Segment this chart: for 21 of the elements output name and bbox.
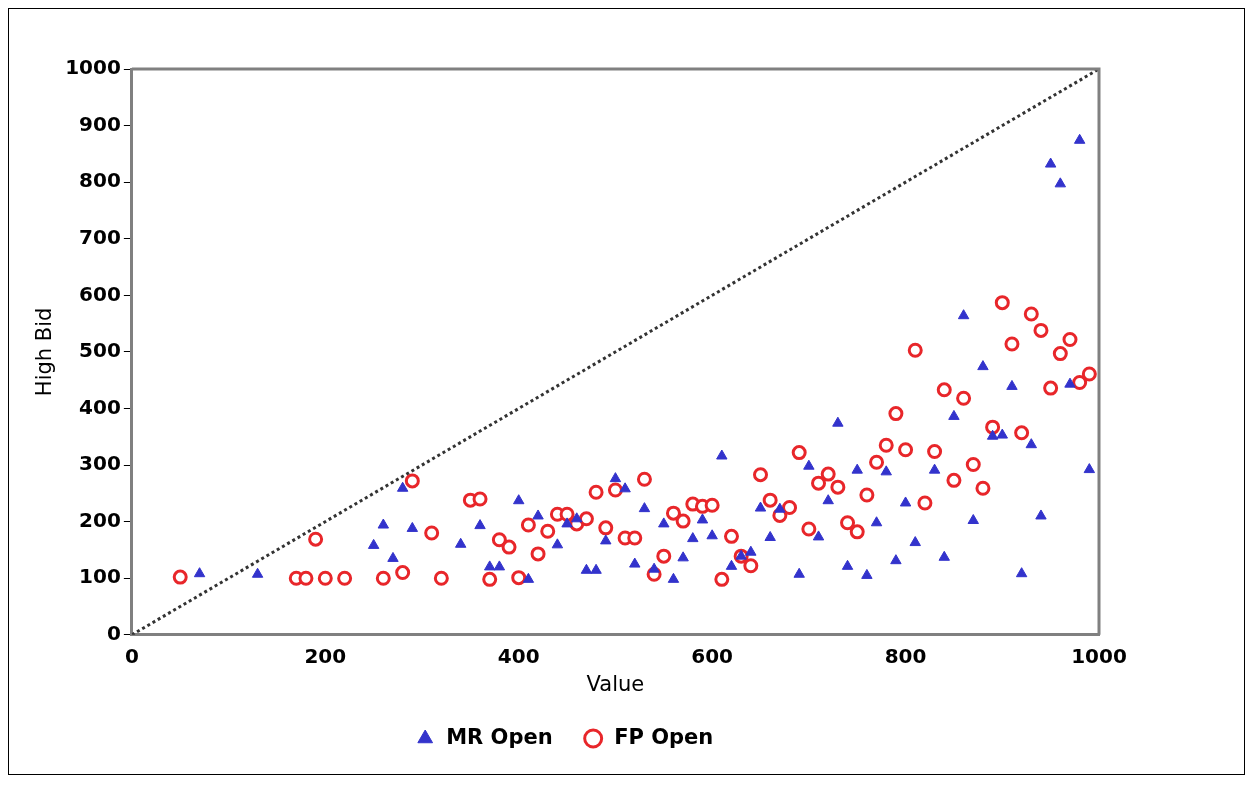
- y-tick-label: 800: [79, 168, 121, 193]
- legend-label: FP Open: [614, 724, 714, 749]
- y-tick-label: 400: [79, 394, 121, 419]
- y-tick-label: 300: [79, 451, 121, 476]
- x-tick-label: 200: [304, 644, 347, 668]
- x-tick-label: 800: [884, 644, 927, 668]
- x-tick-label: 0: [124, 644, 139, 668]
- legend-label: MR Open: [446, 724, 553, 749]
- y-axis-title: High Bid: [32, 307, 57, 397]
- y-tick-label: 600: [79, 281, 121, 306]
- y-tick-label: 1000: [65, 55, 121, 80]
- y-tick-label: 200: [79, 507, 121, 532]
- x-axis-title: Value: [586, 671, 645, 696]
- x-tick-label: 600: [691, 644, 734, 668]
- x-tick-label: 400: [497, 644, 540, 668]
- y-tick-label: 500: [79, 338, 121, 363]
- y-tick-label: 100: [79, 564, 121, 589]
- x-tick-label: 1000: [1071, 644, 1127, 668]
- y-tick-label: 700: [79, 224, 121, 249]
- y-tick-label: 900: [79, 111, 121, 136]
- y-tick-label: 0: [106, 621, 121, 645]
